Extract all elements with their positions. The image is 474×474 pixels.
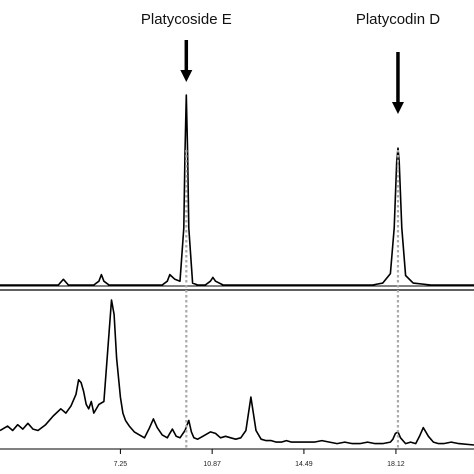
top-chromatogram-trace: [0, 94, 474, 286]
peak-annotations: Platycoside E Platycodin D: [141, 11, 440, 114]
x-tick-label: 7.25: [114, 461, 128, 468]
x-tick-label: 10.87: [203, 461, 221, 468]
peak-label: Platycoside E: [141, 11, 232, 28]
peak-arrow-head: [391, 102, 404, 114]
peak-guide-lines: [185, 150, 400, 449]
bottom-chromatogram-trace: [0, 299, 474, 446]
x-tick-label: 18.12: [387, 461, 405, 468]
top-chromatogram-panel: [0, 94, 474, 286]
bottom-chromatogram-panel: [0, 299, 474, 446]
x-axis-ticks: 7.25 10.87 14.49 18.12: [114, 449, 405, 468]
peak-label: Platycodin D: [356, 11, 440, 28]
peak-arrow-head: [180, 70, 193, 82]
x-tick-label: 14.49: [295, 461, 313, 468]
